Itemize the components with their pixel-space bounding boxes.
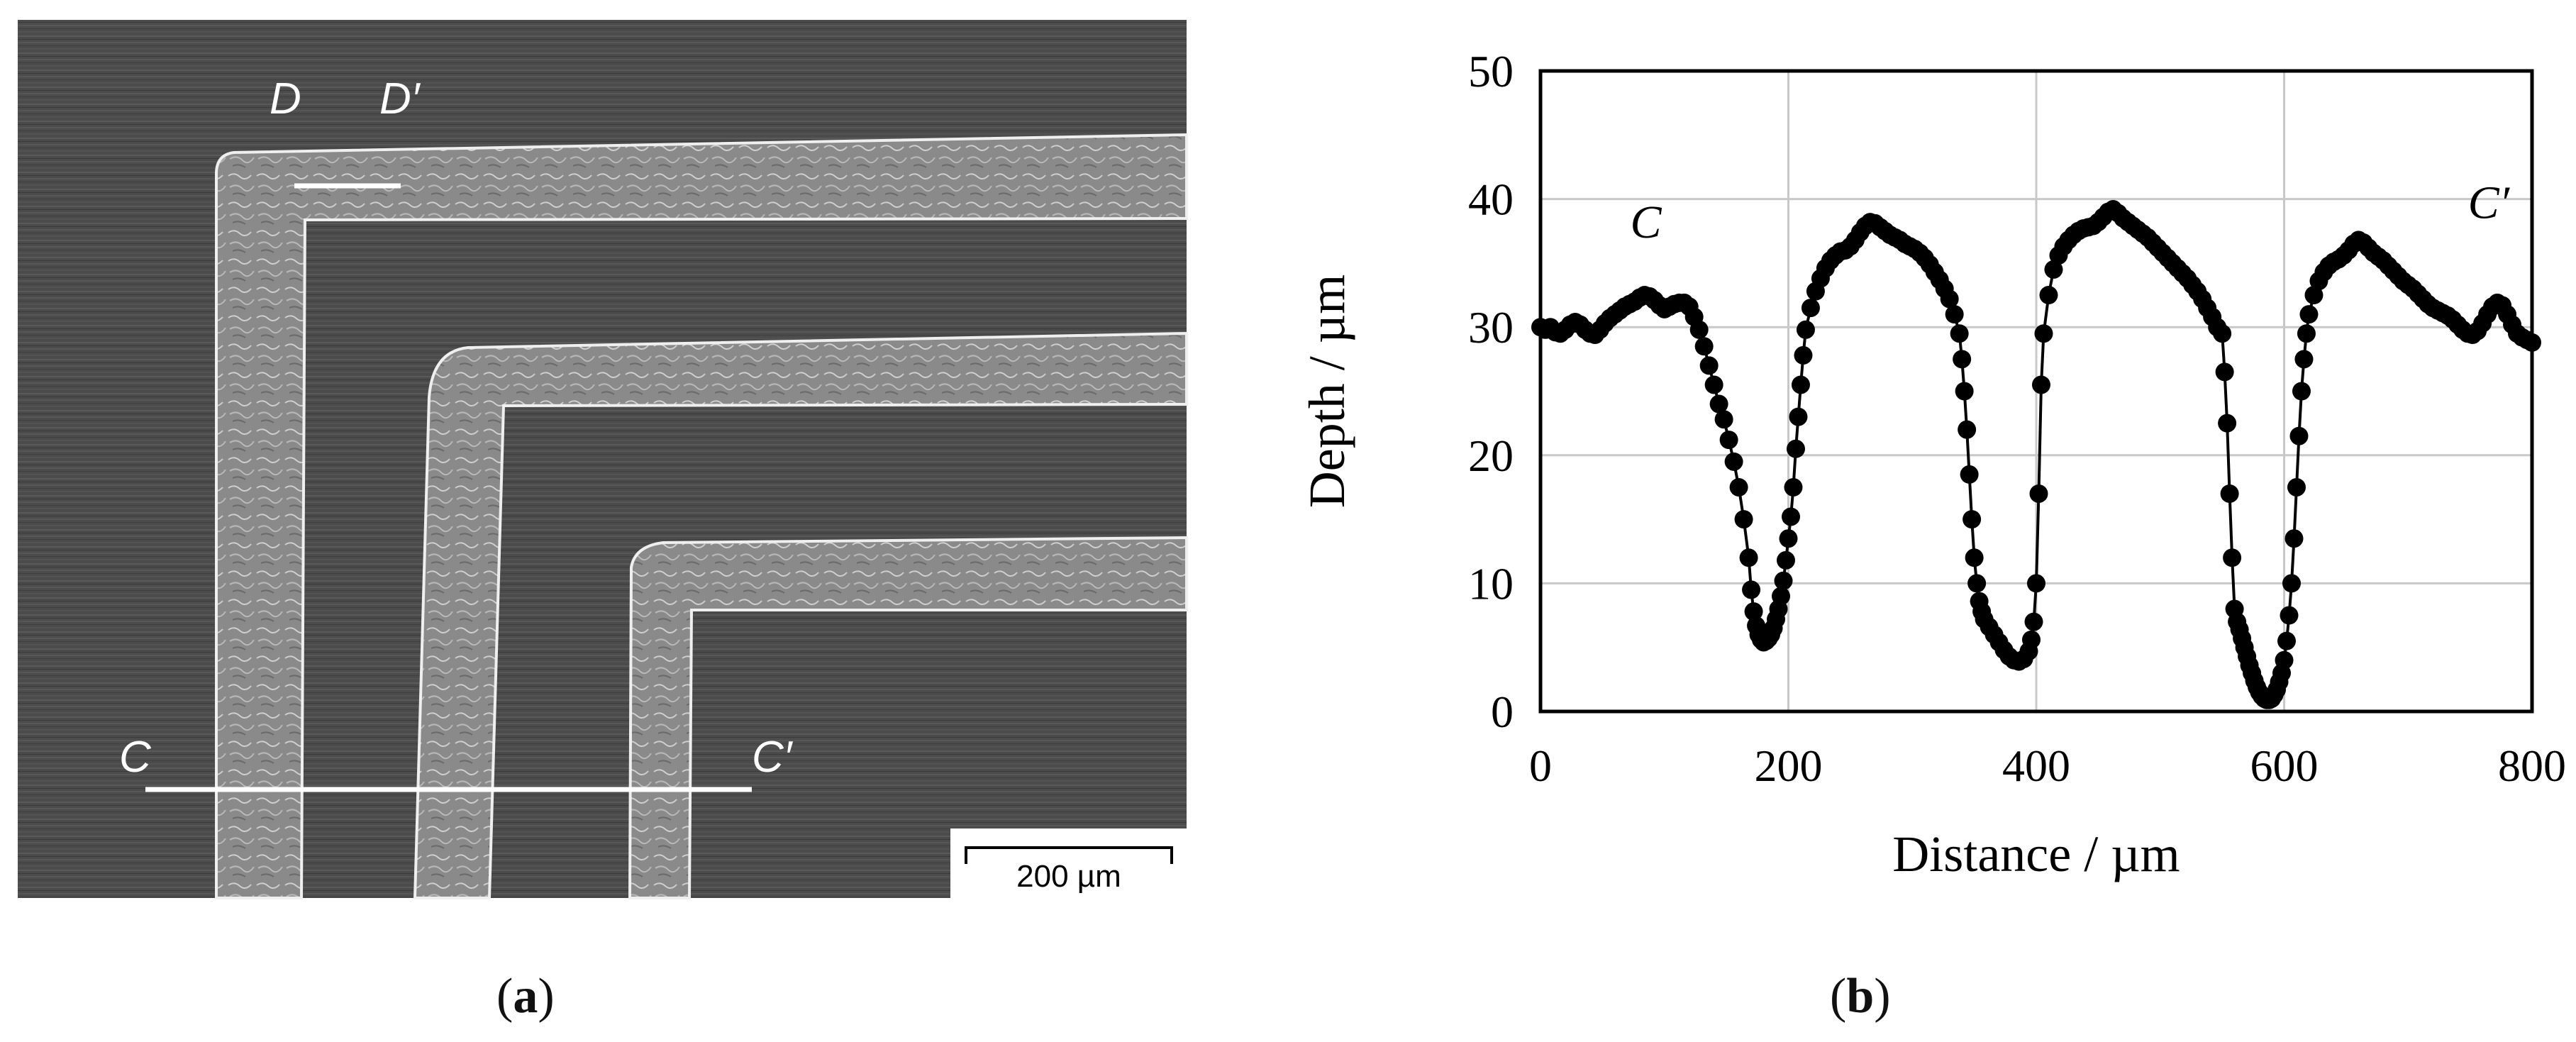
- y-axis-label: Depth / µm: [1299, 275, 1355, 508]
- data-point: [1709, 394, 1728, 414]
- label-c-prime: C′: [752, 733, 794, 782]
- data-point: [2022, 630, 2041, 649]
- scale-bar-label: 200 µm: [1016, 859, 1121, 894]
- y-tick-label: 20: [1468, 431, 1514, 481]
- data-point: [1699, 356, 1719, 375]
- data-point: [2034, 324, 2053, 343]
- plot-frame: [1538, 69, 2534, 714]
- data-point: [2284, 529, 2304, 548]
- data-point: [1965, 548, 1984, 567]
- data-point: [2282, 574, 2301, 593]
- data-point: [2292, 382, 2311, 401]
- depth-profile-chart-panel: 0 10 20 30 40 50 0 200 400 600 800 C C′ Distance /…: [1248, 0, 2576, 1042]
- data-point: [2029, 484, 2048, 503]
- data-point: [1784, 477, 1803, 497]
- data-point: [2277, 631, 2296, 650]
- data-point: [1781, 507, 1800, 526]
- groove-track-1: [215, 133, 1188, 899]
- chart-annotation: C′: [2468, 177, 2511, 229]
- data-point: [1962, 510, 1982, 529]
- data-point: [1739, 548, 1758, 567]
- x-tick-labels: 0 200 400 600 800: [1529, 741, 2566, 791]
- data-point: [1779, 529, 1798, 548]
- data-point: [1694, 337, 1714, 356]
- chart-annotations: C C′: [1631, 177, 2511, 248]
- caption-a: (a): [496, 969, 555, 1024]
- data-point: [2039, 286, 2058, 305]
- y-tick-label: 10: [1468, 558, 1514, 609]
- data-point: [1729, 477, 1748, 497]
- data-point: [1714, 410, 1733, 429]
- data-point: [2304, 286, 2324, 305]
- data-point: [2027, 574, 2045, 593]
- data-point: [1772, 587, 1791, 606]
- x-tick-label: 0: [1529, 741, 1552, 791]
- data-point: [2031, 375, 2050, 394]
- sem-micrograph: D D′ C C′ 200 µm: [18, 20, 1188, 899]
- data-point: [2287, 477, 2306, 497]
- x-tick-label: 800: [2498, 741, 2566, 791]
- data-point: [2213, 324, 2232, 343]
- data-point: [1950, 324, 1969, 343]
- data-point: [2275, 650, 2294, 670]
- data-point: [2024, 612, 2043, 631]
- data-point: [1796, 320, 1815, 339]
- data-point: [1958, 420, 1977, 439]
- x-tick-label: 400: [2002, 741, 2070, 791]
- data-point: [2220, 484, 2239, 503]
- data-point: [2289, 426, 2309, 445]
- data-point: [1744, 602, 1763, 621]
- caption-b: (b): [1830, 969, 1891, 1024]
- data-point: [1777, 550, 1796, 570]
- data-point: [2218, 414, 2237, 433]
- data-point: [1945, 305, 1964, 324]
- y-tick-labels: 0 10 20 30 40 50: [1468, 46, 1514, 737]
- data-point: [1742, 580, 1761, 599]
- data-point: [2223, 548, 2242, 567]
- data-point: [2215, 362, 2234, 382]
- data-point: [1719, 431, 1738, 450]
- data-point: [2044, 260, 2063, 279]
- data-point: [1734, 510, 1753, 529]
- data-point: [1774, 571, 1793, 590]
- label-c: C: [119, 733, 152, 782]
- label-d-prime: D′: [379, 74, 421, 123]
- x-tick-label: 600: [2250, 741, 2319, 791]
- groove-track-2: [413, 331, 1188, 899]
- data-point: [1967, 574, 1987, 593]
- data-point: [1953, 350, 1972, 369]
- data-point: [1794, 345, 1813, 365]
- data-point: [1704, 375, 1723, 394]
- x-axis-label: Distance / µm: [1892, 826, 2180, 882]
- data-point: [1960, 465, 1979, 484]
- y-tick-label: 30: [1468, 302, 1514, 353]
- data-point: [1724, 452, 1743, 471]
- data-point: [1955, 382, 1974, 401]
- data-point: [2299, 305, 2319, 324]
- depth-profile-chart: 0 10 20 30 40 50 0 200 400 600 800 C C′ Distance /…: [1299, 46, 2566, 882]
- data-point: [1689, 320, 1709, 339]
- y-tick-label: 0: [1491, 687, 1514, 737]
- y-tick-label: 50: [1468, 46, 1514, 96]
- data-point: [1801, 299, 1820, 318]
- data-point: [1786, 439, 1805, 458]
- data-point: [1789, 407, 1808, 426]
- data-point: [1940, 289, 1959, 309]
- x-tick-label: 200: [1755, 741, 1823, 791]
- data-point: [2294, 350, 2314, 369]
- label-d: D: [270, 74, 301, 123]
- data-point: [2523, 333, 2541, 352]
- groove-track-3: [628, 536, 1188, 899]
- data-point: [2297, 324, 2316, 343]
- data-point: [2280, 606, 2299, 625]
- depth-series-points: [1531, 200, 2541, 709]
- sem-micrograph-panel: D D′ C C′ 200 µm: [0, 0, 1206, 922]
- chart-annotation: C: [1631, 196, 1662, 248]
- y-tick-label: 40: [1468, 174, 1514, 225]
- scale-bar: 200 µm: [950, 828, 1187, 898]
- data-point: [1791, 375, 1810, 394]
